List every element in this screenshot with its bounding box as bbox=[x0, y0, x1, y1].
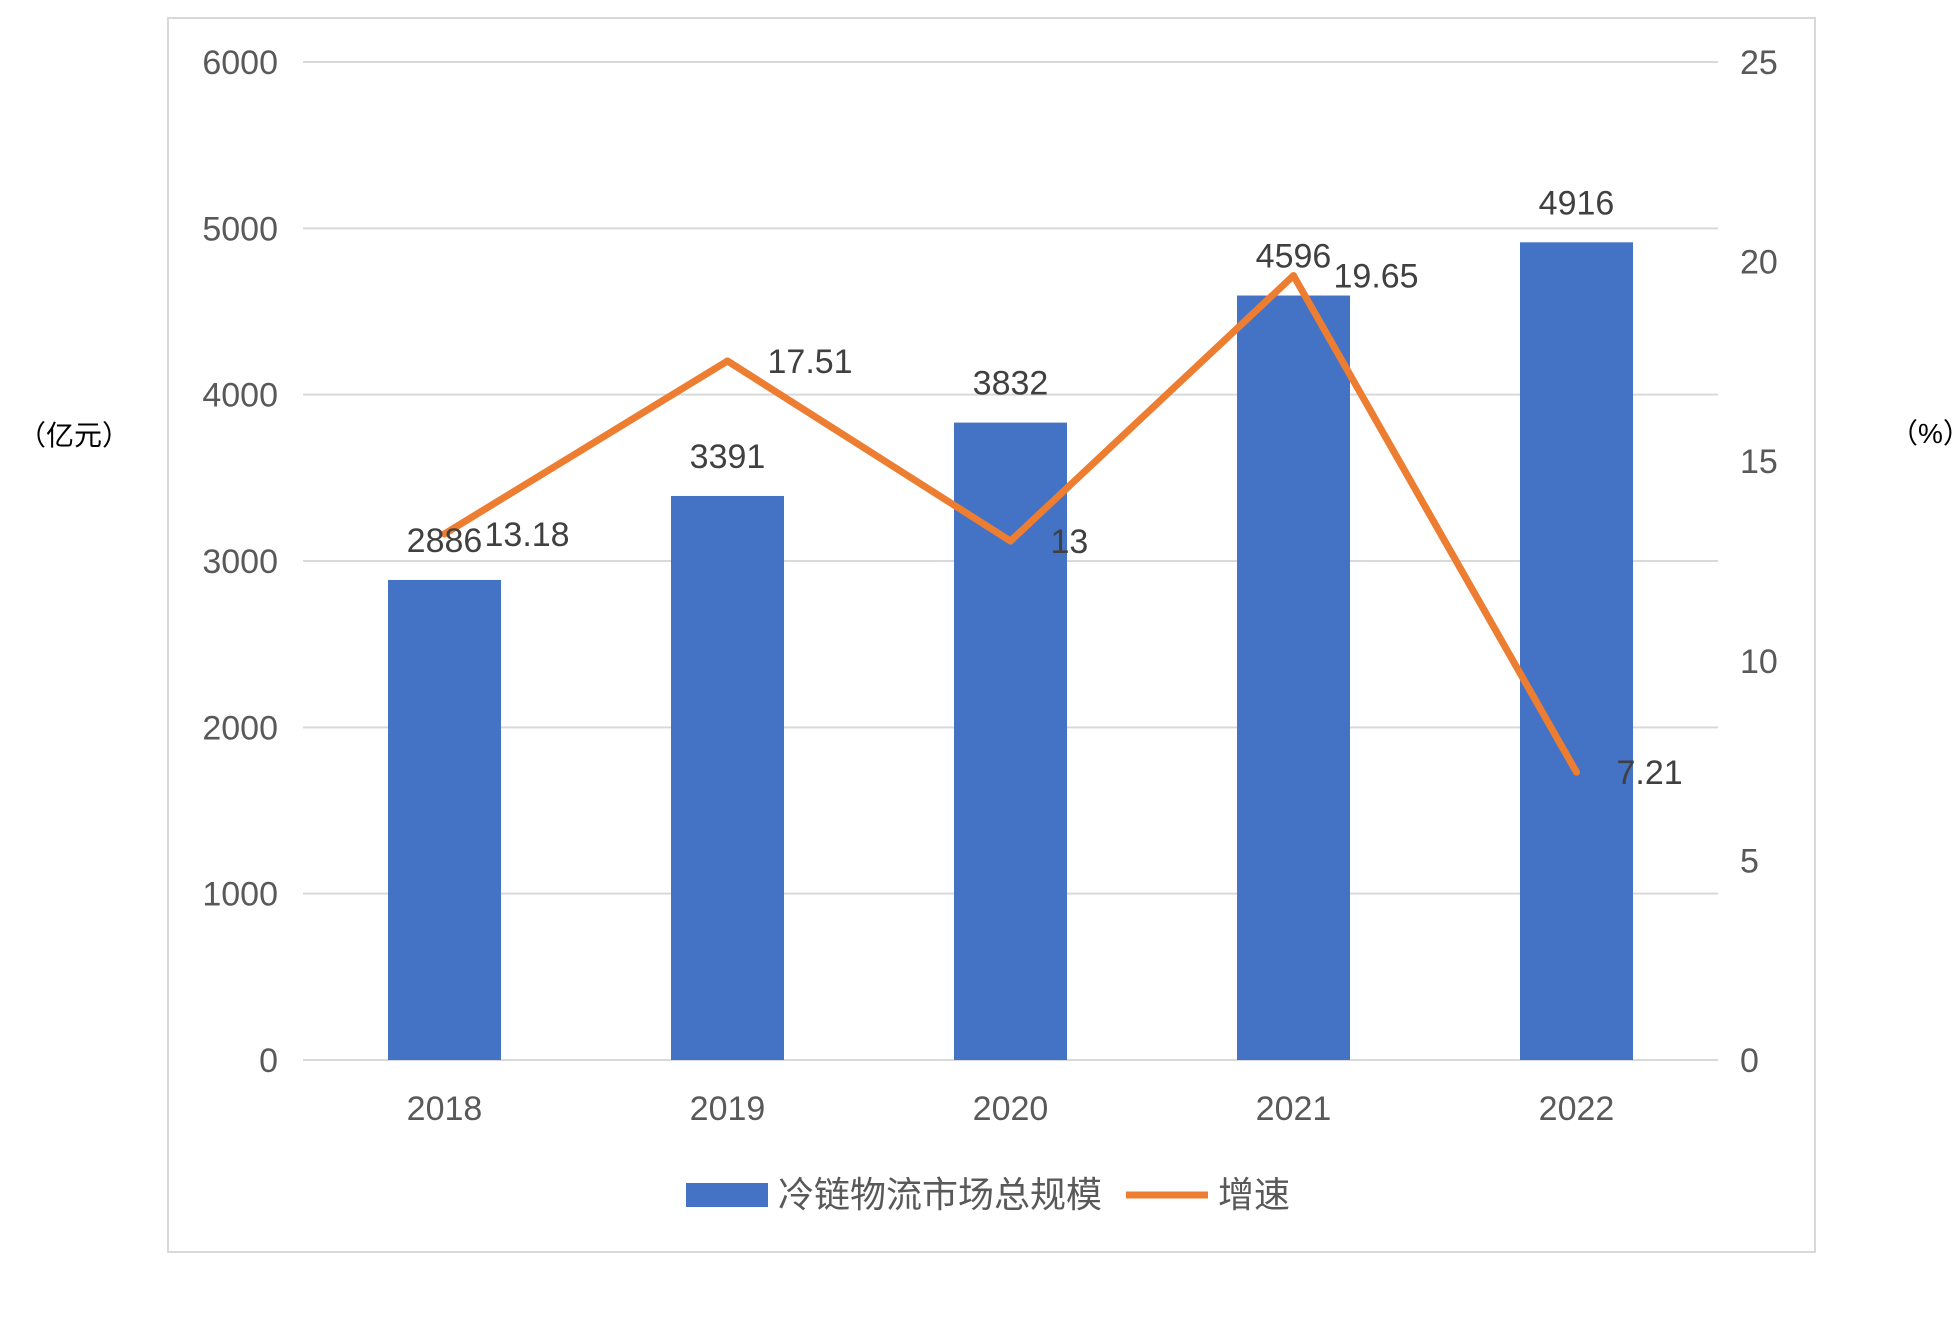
bar-value-label: 3832 bbox=[973, 365, 1049, 403]
growth-point bbox=[1007, 537, 1014, 545]
bar bbox=[671, 495, 784, 1061]
legend: 冷链物流市场总规模 增速 bbox=[686, 1174, 1290, 1215]
data-labels: 2886 3391 3832 4596 4916 13.18 17.51 13 19.65 7.2… bbox=[407, 184, 1683, 792]
legend-line-label: 增速 bbox=[1218, 1174, 1290, 1215]
left-axis-unit: （亿元） bbox=[18, 420, 130, 451]
x-tick-label: 2022 bbox=[1539, 1090, 1615, 1128]
y-right-tick-label: 0 bbox=[1740, 1042, 1759, 1080]
gridlines bbox=[303, 61, 1718, 1061]
y-right-tick-label: 10 bbox=[1740, 643, 1778, 681]
legend-bar-swatch bbox=[686, 1183, 768, 1207]
growth-point bbox=[441, 530, 448, 538]
y-left-tick-label: 2000 bbox=[202, 709, 278, 747]
growth-value-label: 7.21 bbox=[1617, 754, 1683, 792]
y-right-tick-label: 5 bbox=[1740, 842, 1759, 880]
bar-value-label: 2886 bbox=[407, 522, 483, 560]
growth-point bbox=[724, 357, 731, 365]
x-tick-label: 2021 bbox=[1256, 1090, 1332, 1128]
line-series bbox=[441, 272, 1580, 776]
y-left-tick-label: 5000 bbox=[202, 210, 278, 248]
growth-point bbox=[1290, 272, 1297, 280]
bar bbox=[1520, 242, 1633, 1061]
y-left-tick-label: 6000 bbox=[202, 44, 278, 82]
bars bbox=[388, 242, 1633, 1061]
growth-value-label: 13.18 bbox=[485, 516, 570, 554]
growth-value-label: 17.51 bbox=[768, 343, 853, 381]
bar bbox=[954, 422, 1067, 1060]
bar-value-label: 4916 bbox=[1539, 184, 1615, 222]
bar-value-label: 4596 bbox=[1256, 238, 1332, 276]
axis-ticks: 0 1000 2000 3000 4000 5000 6000 0 5 10 15 20 25 2018 2… bbox=[202, 44, 1777, 1128]
y-right-tick-label: 15 bbox=[1740, 443, 1778, 481]
x-tick-label: 2018 bbox=[407, 1090, 483, 1128]
legend-bar-label: 冷链物流市场总规模 bbox=[778, 1174, 1102, 1215]
x-tick-label: 2019 bbox=[690, 1090, 766, 1128]
growth-point bbox=[1573, 768, 1580, 776]
y-left-tick-label: 0 bbox=[259, 1042, 278, 1080]
right-axis-unit: （%） bbox=[1890, 418, 1954, 449]
y-left-tick-label: 1000 bbox=[202, 876, 278, 914]
y-left-tick-label: 4000 bbox=[202, 377, 278, 415]
growth-value-label: 19.65 bbox=[1334, 258, 1419, 296]
y-right-tick-label: 20 bbox=[1740, 244, 1778, 282]
y-left-tick-label: 3000 bbox=[202, 543, 278, 581]
growth-value-label: 13 bbox=[1051, 523, 1089, 561]
bar bbox=[388, 579, 501, 1060]
bar bbox=[1237, 295, 1350, 1061]
x-tick-label: 2020 bbox=[973, 1090, 1049, 1128]
bar-value-label: 3391 bbox=[690, 438, 766, 476]
y-right-tick-label: 25 bbox=[1740, 44, 1778, 82]
